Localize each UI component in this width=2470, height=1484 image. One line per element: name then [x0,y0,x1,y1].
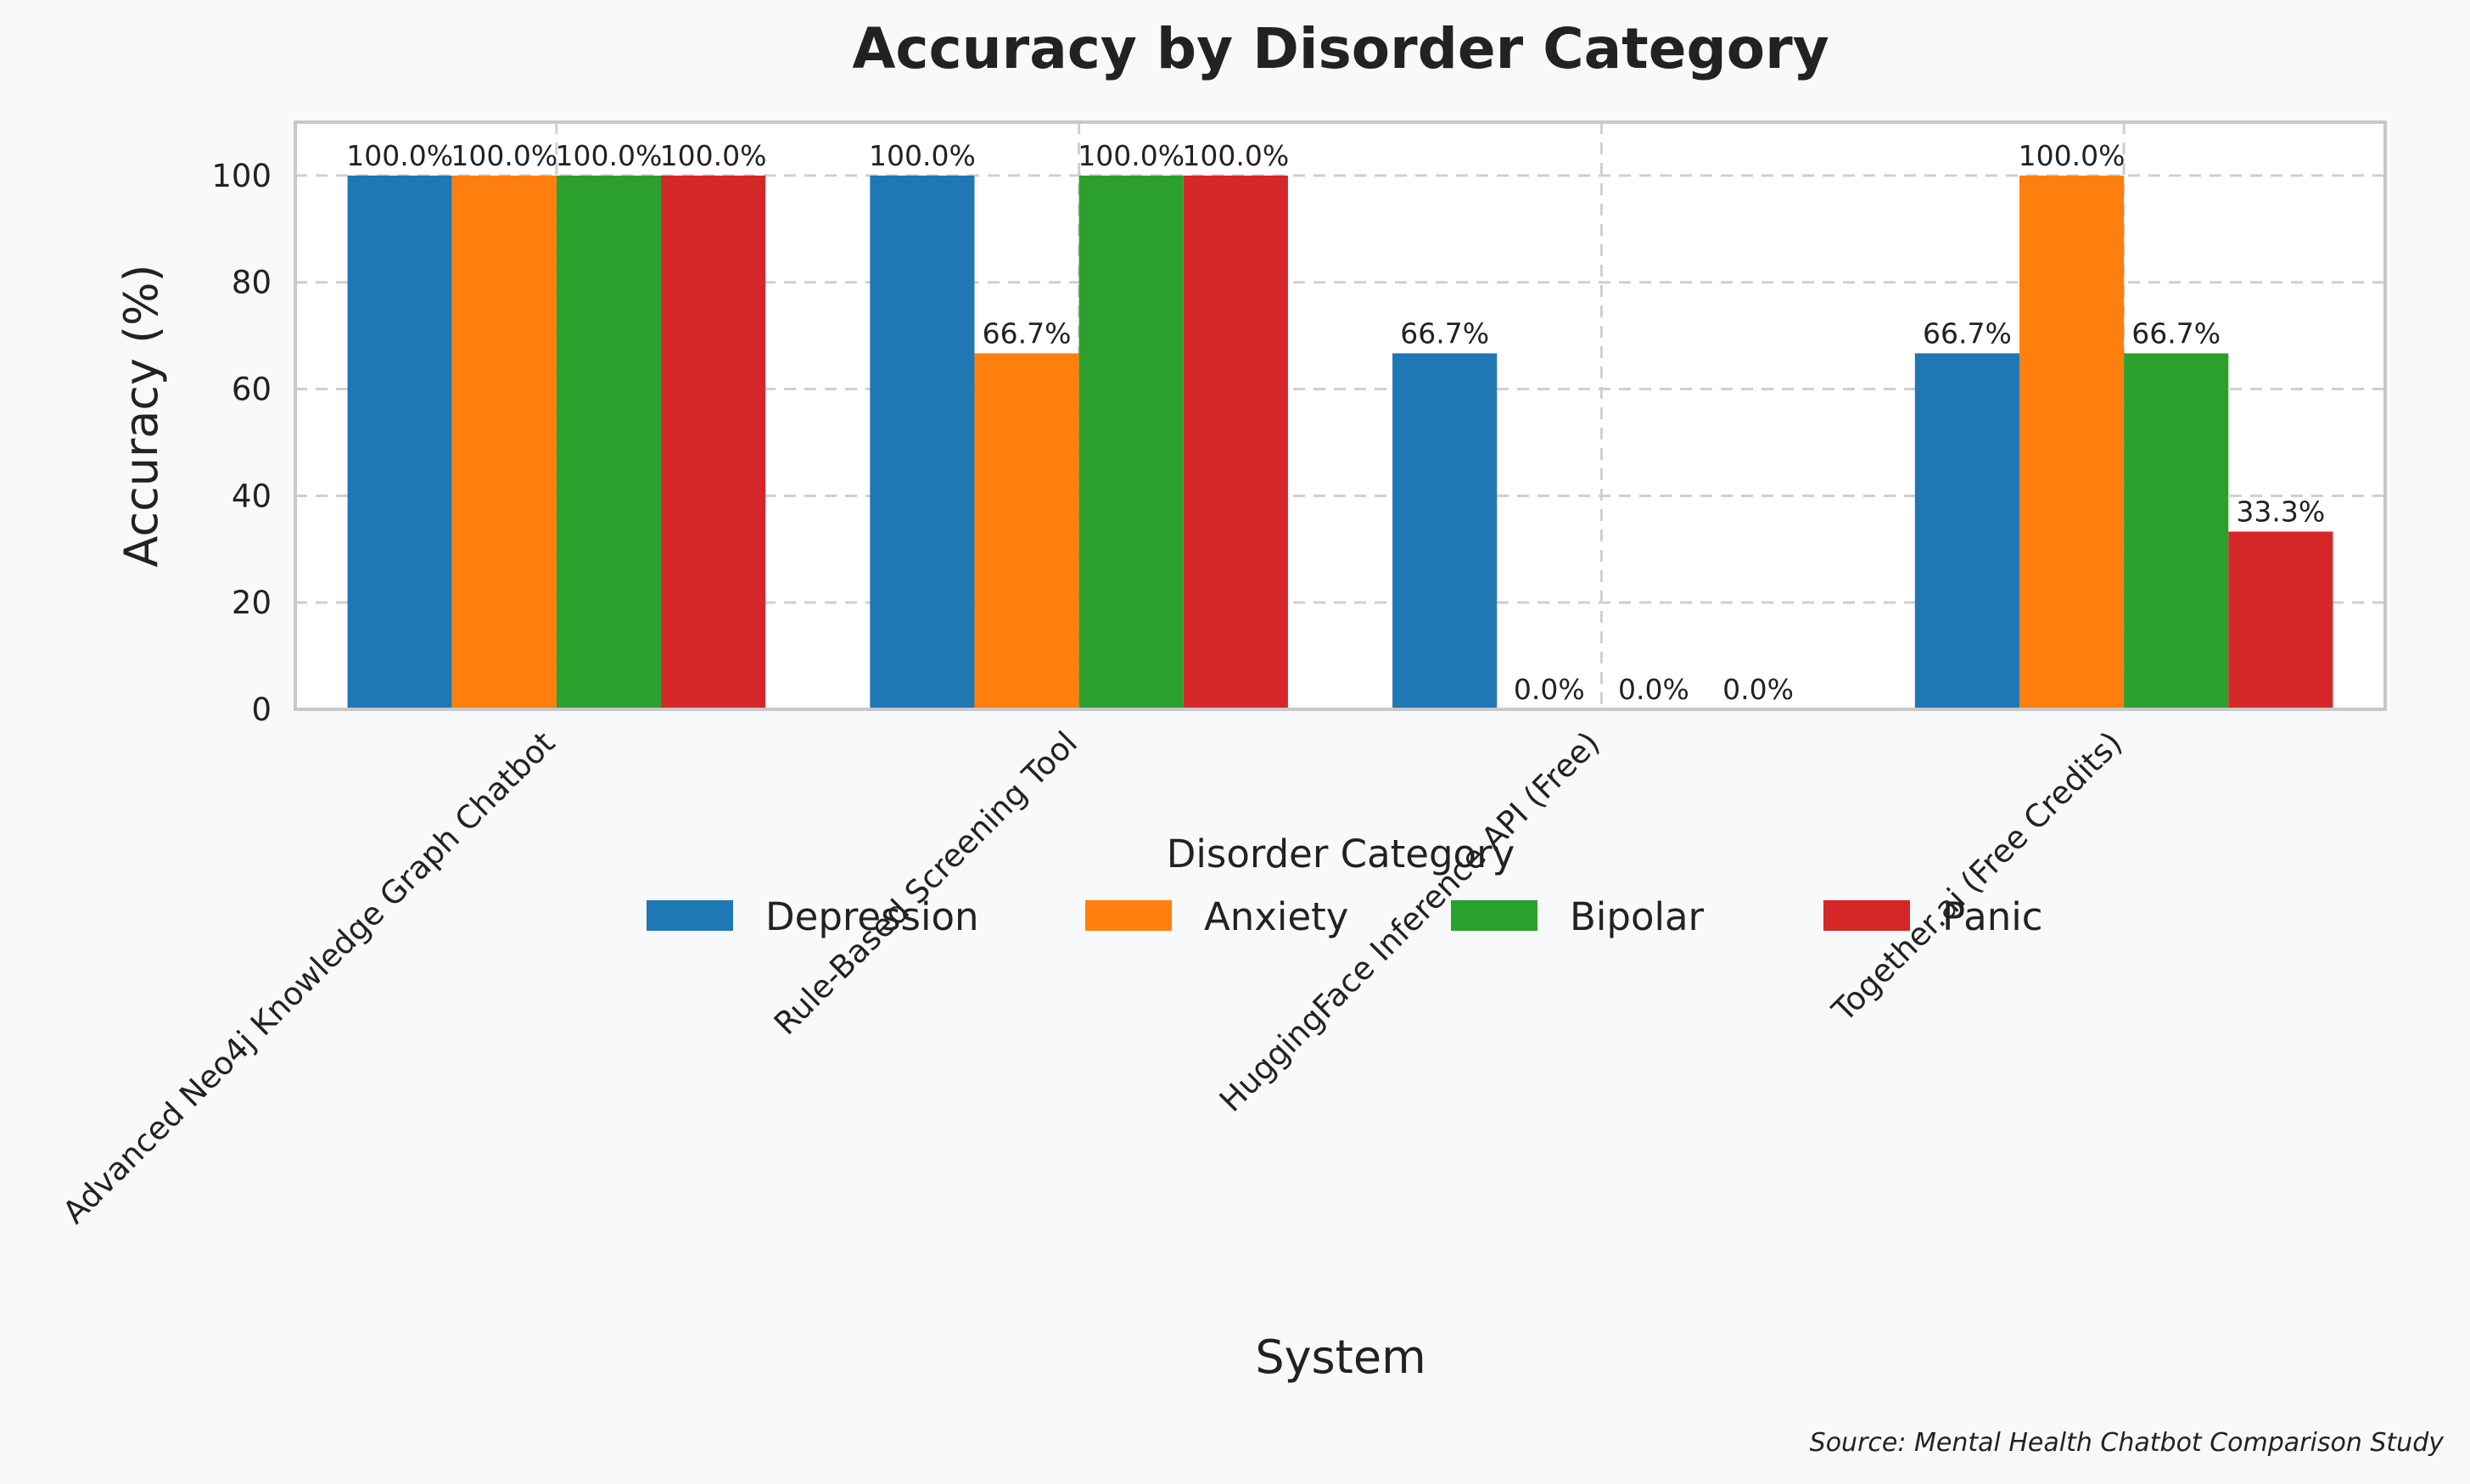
x-tick-label: Together.ai (Free Credits) [1824,725,2129,1029]
bar-bipolar-1 [1078,175,1184,710]
data-label: 100.0% [1078,139,1185,172]
data-label: 0.0% [1618,673,1689,706]
data-label: 100.0% [869,139,976,172]
y-ticks: 0 20 40 60 80 100 [211,158,272,728]
legend-title: Disorder Category [1167,832,1515,876]
data-label: 66.7% [2131,316,2221,350]
x-tick-label: Advanced Neo4j Knowledge Graph Chatbot [56,725,563,1231]
bars [347,175,2333,710]
plot-frame [294,120,2387,711]
bar-anxiety-0 [451,175,557,710]
legend-label: Anxiety [1204,894,1348,939]
data-label: 66.7% [1923,316,2012,350]
bar-depression-3 [1914,353,2019,709]
y-tick-label: 0 [251,692,272,728]
bar-panic-0 [661,175,766,710]
data-label: 33.3% [2236,496,2325,529]
legend-swatch-panic [1823,900,1910,931]
bar-bipolar-3 [2124,353,2229,709]
data-label: 0.0% [1722,673,1794,706]
data-label: 100.0% [660,139,767,172]
legend-label: Depression [765,894,979,939]
y-tick-label: 40 [232,478,272,514]
legend-swatch-depression [647,900,733,931]
data-labels: 100.0% 100.0%66.7% 66.7%100.0%66.7%0.0%100… [346,139,2325,706]
x-tick-label: Rule-Based Screening Tool [767,725,1084,1042]
bar-anxiety-3 [2019,175,2125,710]
legend-swatch-anxiety [1085,900,1172,931]
data-label: 100.0% [451,139,557,172]
bar-panic-1 [1183,175,1288,710]
data-label: 66.7% [1400,316,1489,350]
bar-anxiety-1 [974,353,1079,709]
legend-swatch-bipolar [1451,900,1537,931]
chart-title: Accuracy by Disorder Category [852,16,1829,81]
legend-label: Bipolar [1570,894,1705,939]
y-tick-label: 20 [232,585,272,621]
legend: Disorder Category Depression Anxiety Bipol… [647,832,2042,939]
y-tick-label: 100 [211,158,272,194]
data-label: 100.0% [556,139,663,172]
bar-bipolar-0 [556,175,662,710]
bar-depression-0 [347,175,452,710]
bar-depression-1 [870,175,975,710]
bar-panic-3 [2228,531,2333,709]
data-label: 100.0% [346,139,453,172]
legend-items: Depression Anxiety Bipolar Panic [647,894,2042,939]
x-ticks: Advanced Neo4j Knowledge Graph Chatbot Ru… [56,725,2130,1231]
x-axis-label: System [1255,1330,1425,1384]
source-note: Source: Mental Health Chatbot Comparison… [1810,1428,2445,1458]
y-axis-label: Accuracy (%) [115,264,168,567]
y-tick-label: 80 [232,265,272,301]
bar-depression-2 [1392,353,1498,709]
legend-label: Panic [1942,894,2042,939]
data-label: 100.0% [1182,139,1289,172]
data-label: 66.7% [983,316,1072,350]
data-label: 0.0% [1514,673,1585,706]
y-tick-label: 60 [232,372,272,408]
data-label: 100.0% [2019,139,2126,172]
